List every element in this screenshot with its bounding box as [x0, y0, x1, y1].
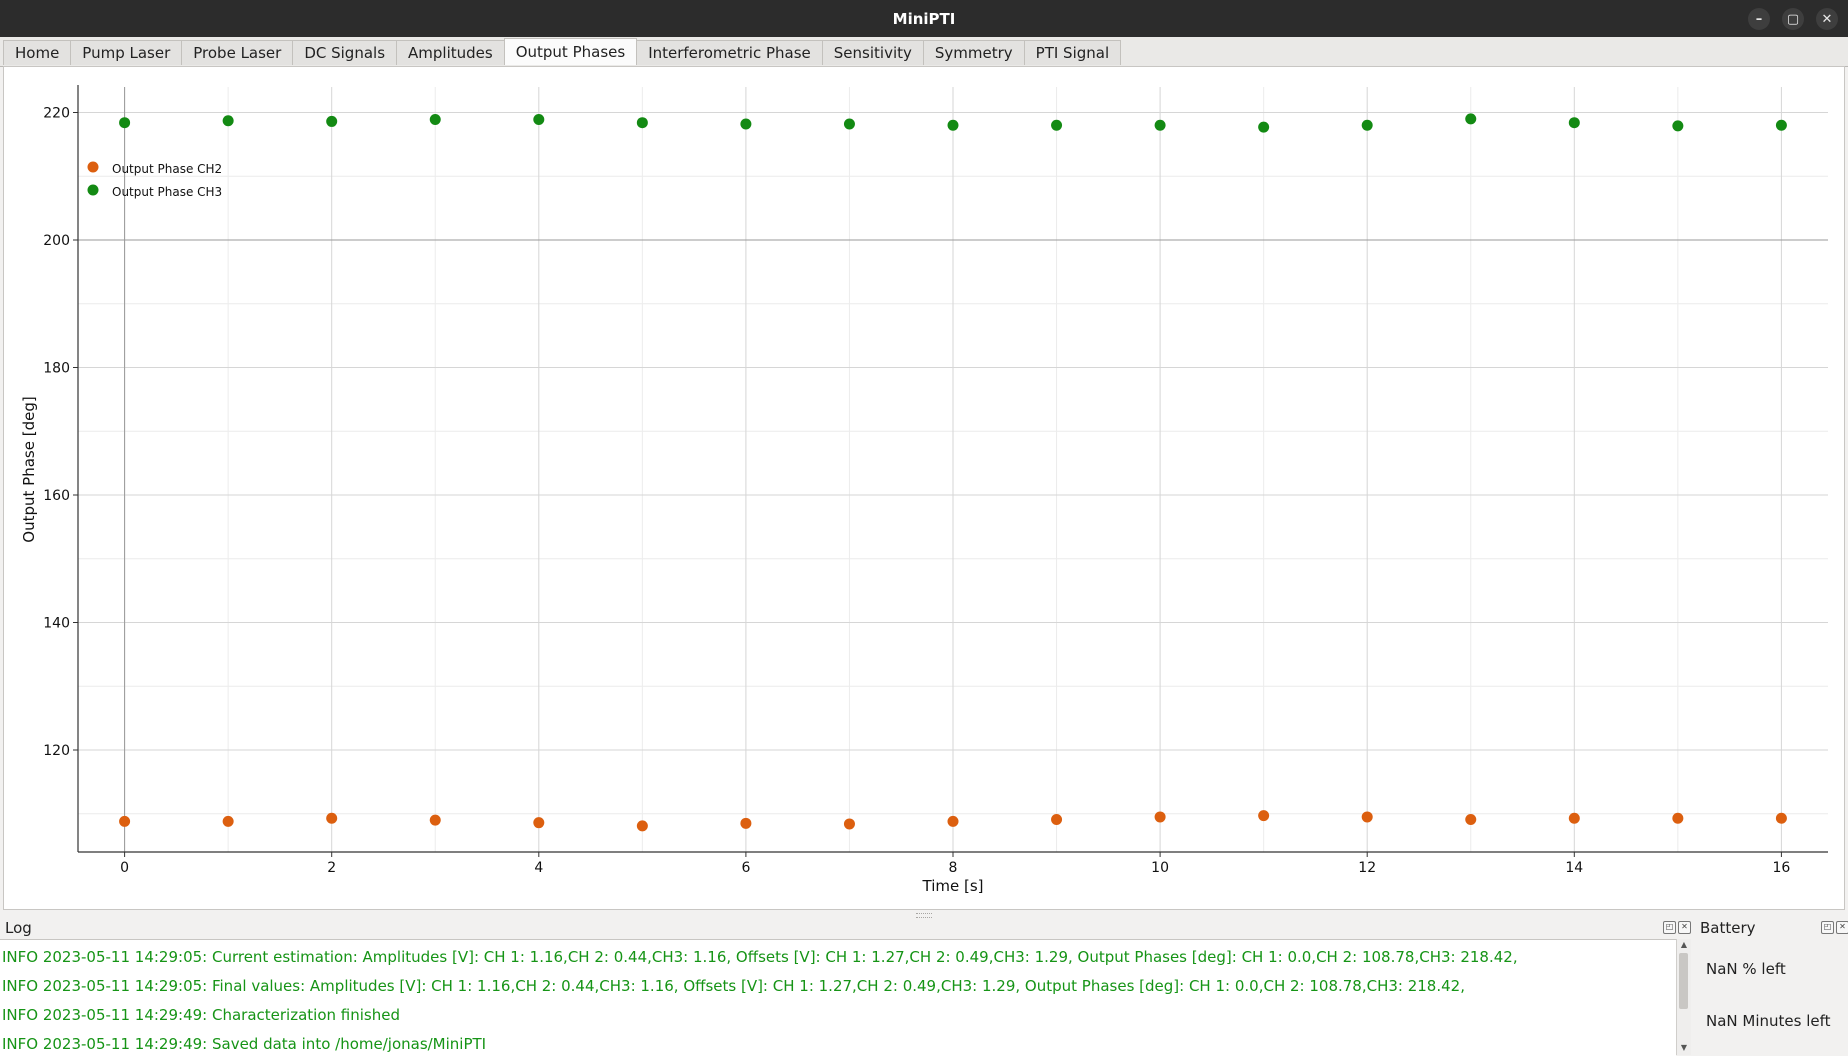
data-point-ch2 — [1051, 813, 1063, 825]
log-scrollbar[interactable]: ▲ ▼ — [1676, 939, 1691, 1055]
data-point-ch3 — [947, 119, 959, 131]
legend-label: Output Phase CH3 — [112, 185, 222, 199]
x-tick-label: 12 — [1358, 860, 1376, 876]
x-axis-label: Time [s] — [922, 877, 984, 895]
tab-dc-signals[interactable]: DC Signals — [292, 40, 398, 65]
data-point-ch2 — [533, 817, 545, 829]
x-tick-label: 0 — [120, 860, 129, 876]
data-point-ch3 — [1568, 117, 1580, 129]
data-point-ch3 — [1465, 113, 1477, 125]
data-point-ch2 — [1258, 810, 1270, 822]
log-line: INFO 2023-05-11 14:29:05: Final values: … — [2, 977, 1465, 995]
y-tick-label: 220 — [43, 106, 70, 122]
scroll-up-icon[interactable]: ▲ — [1680, 940, 1688, 949]
output-phase-chart[interactable]: 0 2 4 6 8 10 12 14 16 120 140 160 180 200 220 Time [s] O… — [4, 67, 1844, 909]
log-line: INFO 2023-05-11 14:29:49: Saved data int… — [2, 1035, 487, 1053]
data-point-ch2 — [843, 818, 855, 830]
log-line: INFO 2023-05-11 14:29:05: Current estima… — [2, 948, 1518, 966]
tab-sensitivity[interactable]: Sensitivity — [821, 40, 924, 65]
data-point-ch2 — [1465, 813, 1477, 825]
tab-bar: Home Pump Laser Probe Laser DC Signals Ampli… — [0, 37, 1848, 67]
scroll-thumb[interactable] — [1679, 953, 1688, 1009]
y-tick-label: 120 — [43, 743, 70, 759]
data-point-ch3 — [1258, 121, 1270, 133]
tab-interferometric-phase[interactable]: Interferometric Phase — [636, 40, 823, 65]
legend-marker — [87, 161, 99, 173]
tab-probe-laser[interactable]: Probe Laser — [181, 40, 294, 65]
battery-float-icon[interactable]: ◰ — [1821, 921, 1834, 934]
battery-minutes-label: NaN Minutes left — [1706, 1012, 1831, 1030]
data-point-ch3 — [1672, 120, 1684, 132]
log-text-area[interactable]: INFO 2023-05-11 14:29:05: Current estima… — [0, 939, 1676, 1056]
data-point-ch2 — [1672, 812, 1684, 824]
data-point-ch3 — [429, 114, 441, 126]
close-button[interactable]: ✕ — [1816, 8, 1838, 30]
data-point-ch2 — [326, 812, 338, 824]
x-tick-label: 14 — [1565, 860, 1583, 876]
log-close-icon[interactable]: ✕ — [1678, 921, 1691, 934]
plot-panel[interactable]: 0 2 4 6 8 10 12 14 16 120 140 160 180 200 220 Time [s] O… — [3, 66, 1845, 910]
log-float-icon[interactable]: ◰ — [1663, 921, 1676, 934]
x-tick-label: 2 — [327, 860, 336, 876]
tab-pti-signal[interactable]: PTI Signal — [1023, 40, 1122, 65]
x-tick-label: 8 — [949, 860, 958, 876]
window-title: MiniPTI — [892, 9, 956, 28]
data-point-ch3 — [1775, 119, 1787, 131]
data-point-ch2 — [1775, 812, 1787, 824]
data-point-ch3 — [1154, 119, 1166, 131]
dock-splitter[interactable] — [0, 912, 1848, 918]
data-point-ch3 — [119, 117, 131, 129]
data-point-ch3 — [1051, 119, 1063, 131]
y-axis-label: Output Phase [deg] — [20, 396, 38, 542]
data-point-ch2 — [429, 814, 441, 826]
scroll-down-icon[interactable]: ▼ — [1680, 1043, 1688, 1052]
y-tick-label: 140 — [43, 616, 70, 632]
legend-marker — [87, 184, 99, 196]
minimize-button[interactable]: – — [1748, 8, 1770, 30]
battery-close-icon[interactable]: ✕ — [1836, 921, 1848, 934]
tab-symmetry[interactable]: Symmetry — [922, 40, 1025, 65]
data-point-ch3 — [740, 118, 752, 130]
data-point-ch2 — [1568, 812, 1580, 824]
y-tick-label: 200 — [43, 233, 70, 249]
data-point-ch3 — [533, 114, 545, 126]
battery-percent-label: NaN % left — [1706, 960, 1786, 978]
data-point-ch2 — [636, 820, 648, 832]
legend-label: Output Phase CH2 — [112, 162, 222, 176]
x-tick-label: 6 — [741, 860, 750, 876]
tab-pump-laser[interactable]: Pump Laser — [70, 40, 183, 65]
tab-amplitudes[interactable]: Amplitudes — [396, 40, 505, 65]
data-point-ch2 — [222, 815, 234, 827]
window-title-bar: MiniPTI – ▢ ✕ — [0, 0, 1848, 37]
data-point-ch3 — [843, 118, 855, 130]
x-tick-label: 16 — [1772, 860, 1790, 876]
data-point-ch3 — [326, 115, 338, 127]
data-point-ch2 — [947, 815, 959, 827]
log-dock-title: Log — [5, 919, 32, 937]
data-point-ch2 — [1154, 811, 1166, 823]
data-point-ch2 — [1361, 811, 1373, 823]
splitter-grip-icon[interactable] — [916, 913, 932, 918]
data-point-ch2 — [740, 817, 752, 829]
tab-output-phases[interactable]: Output Phases — [503, 38, 638, 65]
tab-home[interactable]: Home — [3, 40, 72, 65]
battery-dock-title: Battery — [1700, 919, 1756, 937]
y-tick-label: 180 — [43, 361, 70, 377]
log-line: INFO 2023-05-11 14:29:49: Characterizati… — [2, 1006, 400, 1024]
maximize-button[interactable]: ▢ — [1782, 8, 1804, 30]
data-point-ch3 — [636, 117, 648, 129]
battery-panel: NaN % left NaN Minutes left — [1692, 939, 1848, 1055]
y-tick-label: 160 — [43, 488, 70, 504]
data-point-ch3 — [1361, 119, 1373, 131]
data-point-ch2 — [119, 815, 131, 827]
x-tick-label: 10 — [1151, 860, 1169, 876]
data-point-ch3 — [222, 115, 234, 127]
x-tick-label: 4 — [534, 860, 543, 876]
